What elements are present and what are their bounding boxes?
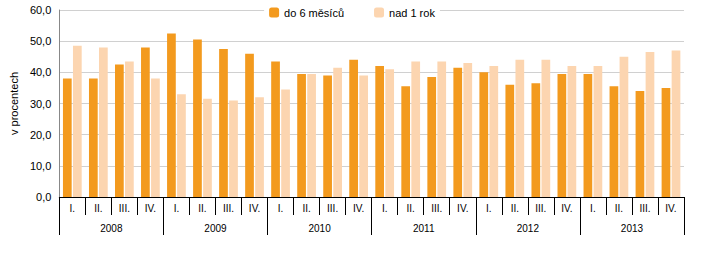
svg-text:0,0: 0,0 xyxy=(36,191,51,203)
svg-text:III.: III. xyxy=(119,203,130,214)
svg-text:I.: I. xyxy=(70,203,76,214)
svg-text:III.: III. xyxy=(431,203,442,214)
svg-text:do 6 měsíců: do 6 měsíců xyxy=(284,7,344,19)
svg-text:III.: III. xyxy=(639,203,650,214)
svg-text:III.: III. xyxy=(535,203,546,214)
svg-text:II.: II. xyxy=(615,203,623,214)
svg-text:2012: 2012 xyxy=(517,223,540,234)
svg-text:20,0: 20,0 xyxy=(30,129,51,141)
svg-text:2010: 2010 xyxy=(308,223,331,234)
svg-text:I.: I. xyxy=(382,203,388,214)
svg-text:II.: II. xyxy=(407,203,415,214)
svg-text:I.: I. xyxy=(590,203,596,214)
svg-text:IV.: IV. xyxy=(561,203,572,214)
svg-text:II.: II. xyxy=(511,203,519,214)
svg-text:2011: 2011 xyxy=(413,223,435,234)
svg-text:I.: I. xyxy=(486,203,492,214)
svg-text:10,0: 10,0 xyxy=(30,160,51,172)
svg-text:50,0: 50,0 xyxy=(30,35,51,47)
svg-text:IV.: IV. xyxy=(353,203,364,214)
svg-text:II.: II. xyxy=(94,203,102,214)
svg-text:30,0: 30,0 xyxy=(30,98,51,110)
svg-text:IV.: IV. xyxy=(457,203,468,214)
svg-text:I.: I. xyxy=(278,203,284,214)
svg-text:2009: 2009 xyxy=(204,223,227,234)
svg-text:II.: II. xyxy=(302,203,310,214)
svg-text:2013: 2013 xyxy=(621,223,644,234)
svg-text:v procentech: v procentech xyxy=(8,72,20,135)
svg-text:nad 1 rok: nad 1 rok xyxy=(389,7,435,19)
svg-text:40,0: 40,0 xyxy=(30,66,51,78)
svg-text:IV.: IV. xyxy=(145,203,156,214)
svg-text:2008: 2008 xyxy=(100,223,123,234)
svg-text:III.: III. xyxy=(223,203,234,214)
svg-text:I.: I. xyxy=(174,203,180,214)
svg-text:III.: III. xyxy=(327,203,338,214)
svg-text:60,0: 60,0 xyxy=(30,4,51,16)
svg-text:IV.: IV. xyxy=(249,203,260,214)
svg-text:II.: II. xyxy=(198,203,206,214)
svg-text:IV.: IV. xyxy=(665,203,676,214)
